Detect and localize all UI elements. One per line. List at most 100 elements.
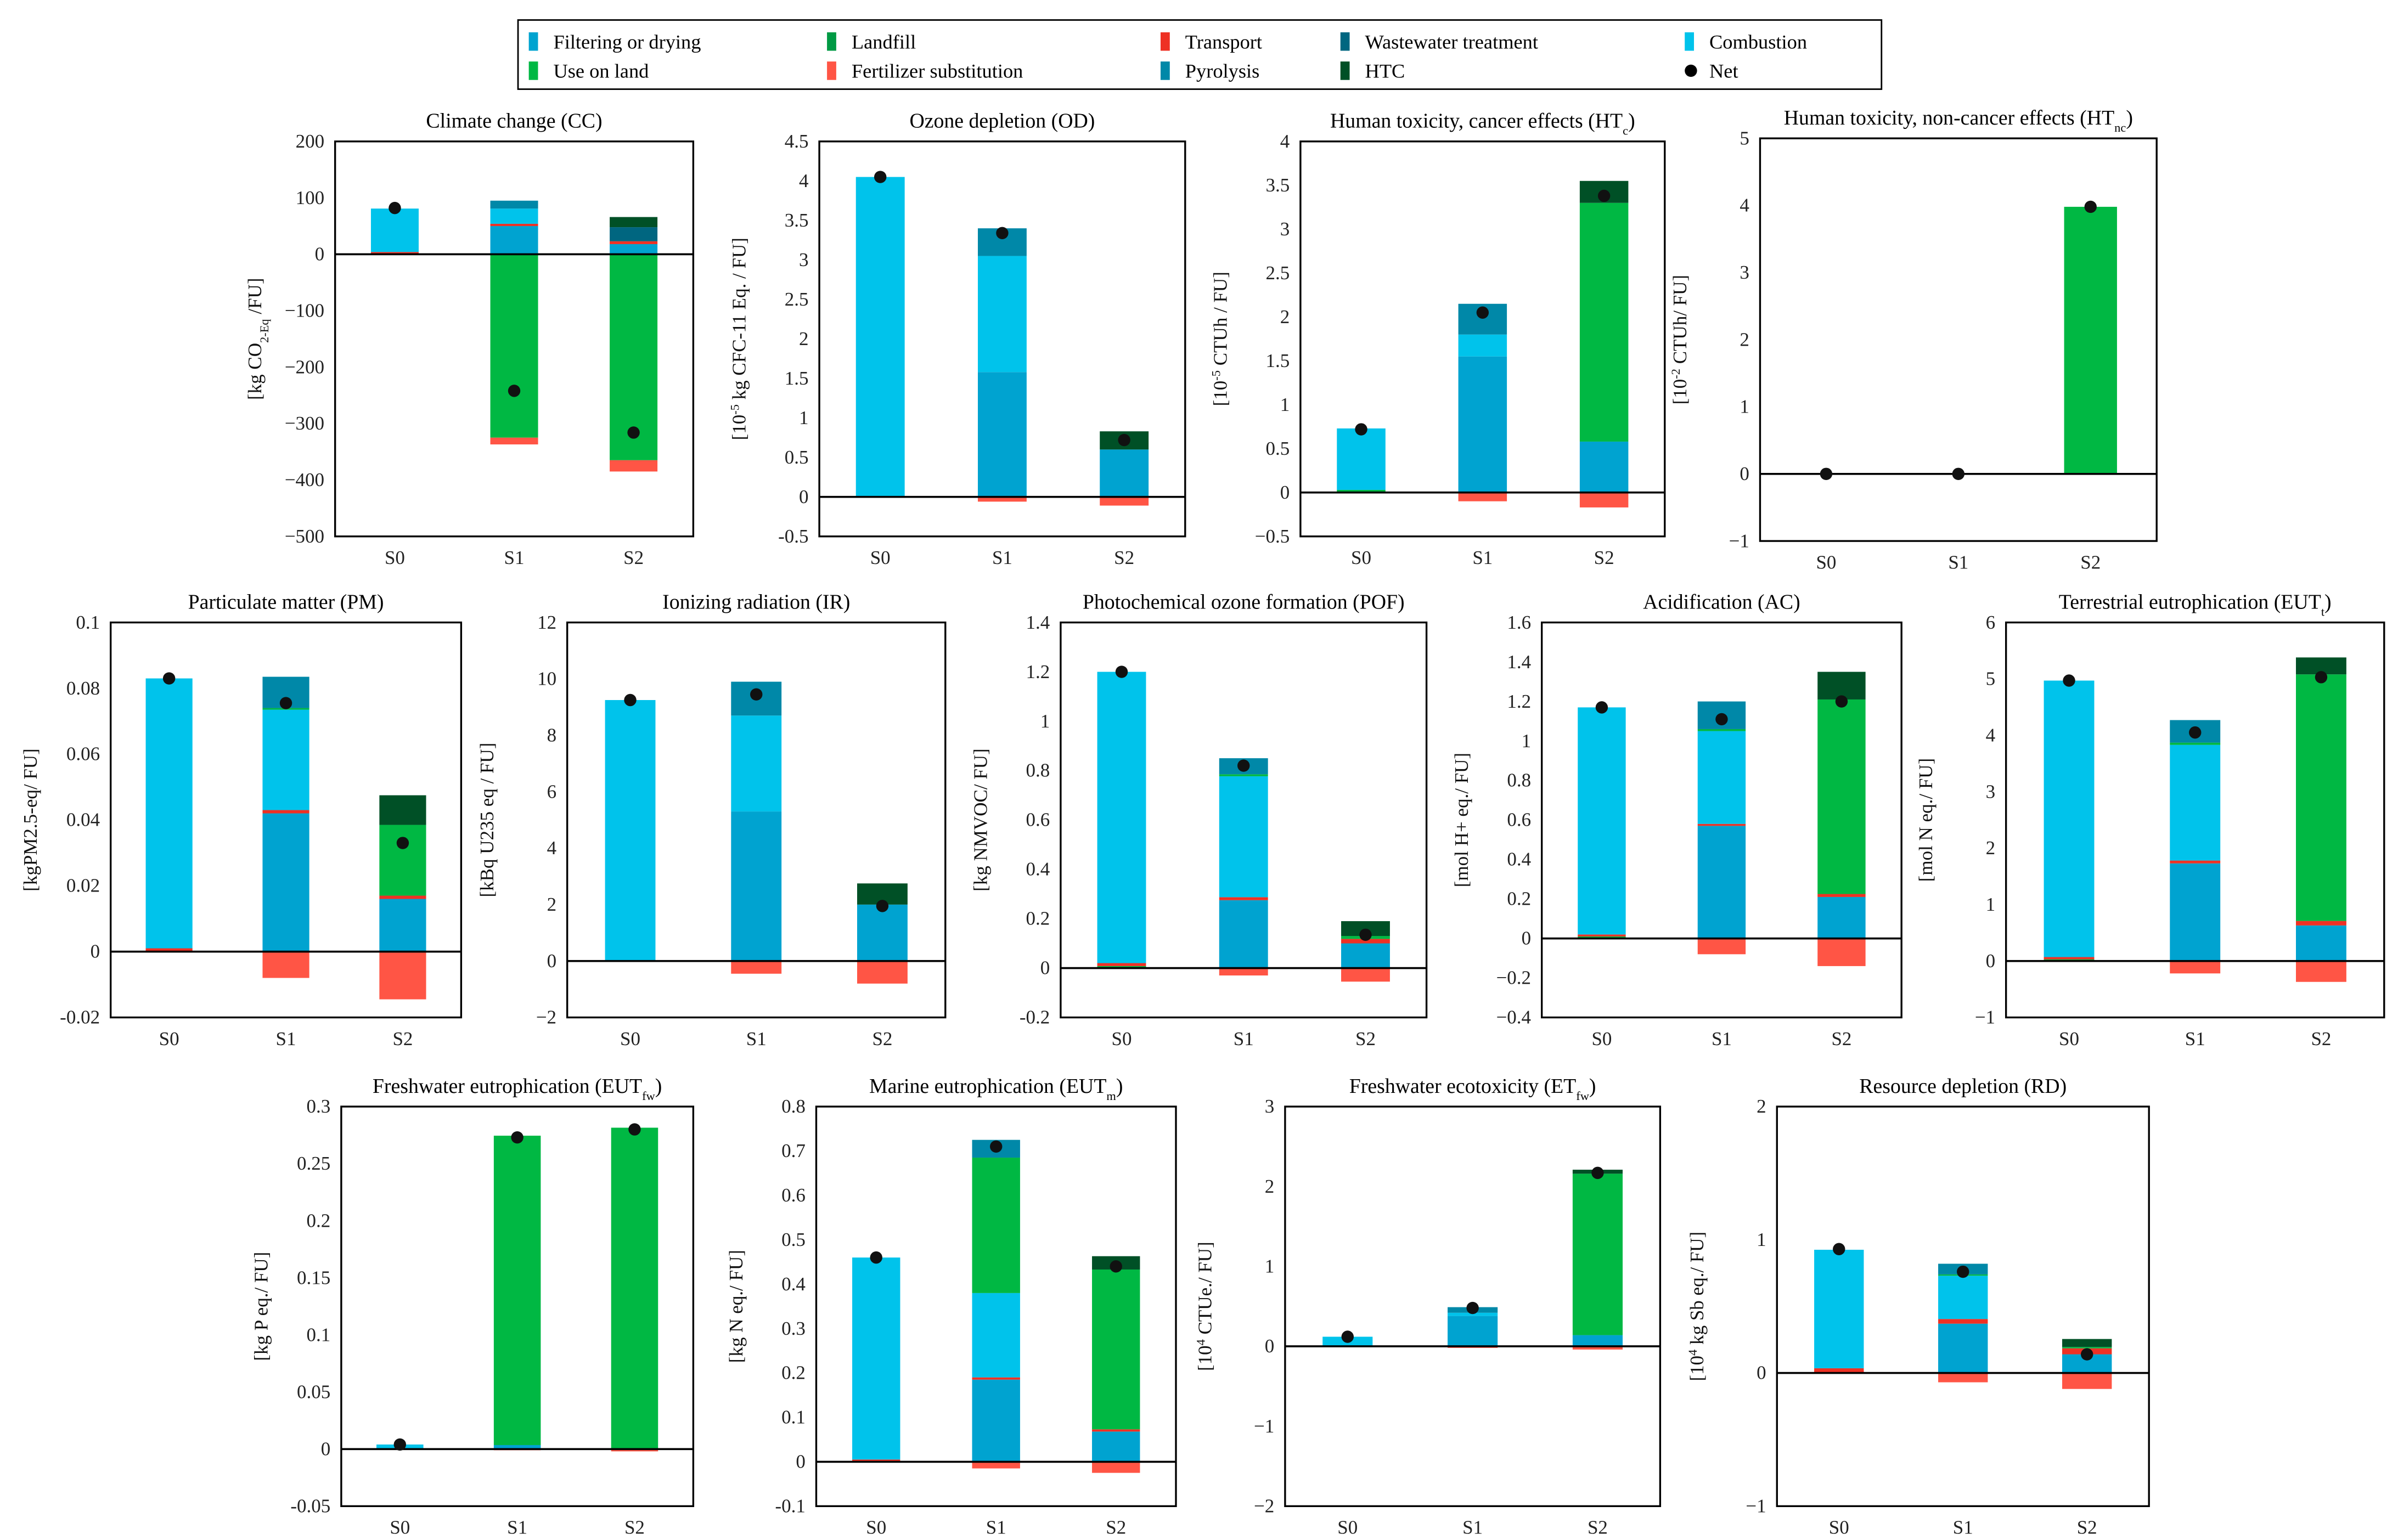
y-tick-label: 0	[1280, 482, 1290, 503]
y-tick-label: −0.4	[1496, 1007, 1532, 1028]
net-value-dot	[2081, 1348, 2093, 1361]
y-tick-label: 0.05	[297, 1381, 330, 1402]
bar-segment-use-on-land	[2295, 674, 2346, 921]
bar-segment-fertilizer-substitution	[1100, 497, 1149, 506]
y-tick-label: 0.4	[781, 1273, 806, 1295]
bar-segment-fertilizer-substitution	[611, 1449, 658, 1452]
bar-segment-use-on-land	[610, 254, 658, 460]
net-value-dot	[1952, 467, 1965, 480]
x-tick-label: S0	[866, 1517, 886, 1538]
y-tick-label: 0.2	[1507, 888, 1531, 910]
title-text: Resource depletion (RD)	[1859, 1075, 2067, 1098]
legend-swatch-icon	[1340, 61, 1350, 80]
bar-segment-fertilizer-substitution	[1572, 1346, 1623, 1350]
y-tick-label: 0.5	[781, 1229, 806, 1250]
legend-label: Use on land	[553, 60, 649, 82]
bar-segment-combustion	[1938, 1276, 1988, 1319]
bar-segment-filtering-or-drying	[857, 904, 908, 961]
bar-segment-transport	[1341, 939, 1390, 944]
y-tick-label: 2	[1280, 306, 1290, 328]
bar-segment-transport	[1092, 1429, 1140, 1432]
y-tick-label: 0.6	[781, 1184, 806, 1206]
bar-segment-combustion	[1448, 1312, 1498, 1316]
title-text: )	[655, 1075, 662, 1098]
chart-6: Photochemical ozone formation (POF) 1.4 1.…	[970, 590, 1428, 1050]
y-tick-label: 0.3	[781, 1318, 806, 1339]
bar-segment-pyrolysis	[490, 200, 538, 209]
y-tick-label: −2	[536, 1007, 556, 1028]
ylabel-text: CTUh / FU]	[1209, 272, 1231, 370]
y-tick-label: 0.7	[781, 1140, 806, 1161]
y-tick-label: 1.6	[1507, 612, 1531, 633]
y-tick-label: 0	[1757, 1362, 1766, 1384]
bar-segment-fertilizer-substitution	[857, 961, 908, 984]
net-value-dot	[874, 171, 887, 183]
y-tick-label: 3	[1265, 1096, 1275, 1117]
y-tick-label: 1	[1740, 396, 1749, 418]
bar-segment-combustion	[2170, 744, 2221, 861]
chart-title: Freshwater eutrophication (EUTfw)	[373, 1075, 662, 1103]
y-tick-label: 10	[537, 668, 556, 690]
x-tick-label: S0	[1337, 1517, 1358, 1538]
y-tick-label: 1	[1986, 894, 1996, 915]
bar-segment-fertilizer-substitution	[1219, 968, 1268, 976]
ylabel-text: [kg N eq./ FU]	[725, 1250, 747, 1363]
bar-segment-use-on-land	[972, 1158, 1020, 1293]
y-axis-label: [kg N eq./ FU]	[725, 1250, 747, 1363]
x-tick-label: S0	[620, 1028, 640, 1050]
bar-segment-filtering-or-drying	[379, 899, 426, 952]
bar-segment-combustion	[490, 208, 538, 224]
y-tick-label: 2	[1986, 837, 1996, 859]
y-tick-label: 0	[547, 950, 557, 972]
bar-segment-fertilizer-substitution	[2295, 961, 2346, 982]
y-tick-label: 8	[547, 724, 557, 746]
chart-8: Terrestrial eutrophication (EUTt) 6 5 4 3 2 1 0…	[1915, 590, 2385, 1050]
bar-segment-use-on-land	[1697, 729, 1746, 731]
net-value-dot	[2063, 674, 2075, 687]
bar-segment-filtering-or-drying	[1100, 449, 1149, 497]
legend-label: Wastewater treatment	[1365, 31, 1538, 53]
bar-segment-combustion	[731, 715, 782, 812]
legend-swatch-icon	[528, 61, 538, 80]
x-tick-label: S2	[1588, 1517, 1608, 1538]
y-tick-label: 0.8	[781, 1096, 806, 1117]
y-tick-label: 0.5	[785, 447, 809, 468]
y-tick-label: 4	[1986, 724, 1996, 746]
bar-segment-combustion	[2044, 680, 2095, 957]
x-tick-label: S1	[507, 1517, 527, 1538]
x-tick-label: S2	[2080, 552, 2101, 573]
ylabel-text: [10	[1686, 1356, 1708, 1381]
bar-segment-transport	[370, 252, 419, 255]
bar-segment-transport	[852, 1459, 900, 1462]
y-tick-label: 2	[1740, 329, 1749, 350]
net-value-dot	[2315, 671, 2328, 684]
x-tick-label: S0	[1829, 1517, 1849, 1538]
bar-segment-transport	[610, 241, 658, 244]
title-text: )	[2126, 106, 2133, 129]
bar-segment-fertilizer-substitution	[972, 1462, 1020, 1469]
bar-segment-filtering-or-drying	[2170, 863, 2221, 961]
x-tick-label: S1	[986, 1517, 1006, 1538]
bar-segment-combustion	[1097, 672, 1146, 963]
net-value-dot	[750, 688, 763, 701]
bar-segment-filtering-or-drying	[1458, 356, 1507, 493]
subscript: fw	[642, 1088, 655, 1102]
chart-title: Climate change (CC)	[426, 110, 602, 133]
net-value-dot	[2189, 726, 2202, 739]
chart-2: Human toxicity, cancer effects (HTc) 4 3.5…	[1209, 110, 1666, 568]
y-tick-label: −300	[285, 413, 324, 434]
legend-label: Fertilizer substitution	[852, 60, 1023, 82]
bar-segment-fertilizer-substitution	[731, 961, 782, 974]
y-axis-label: [kg CO2-Eq /FU]	[244, 278, 271, 400]
y-tick-label: 2.5	[785, 289, 809, 310]
bar-segment-wastewater-treatment	[610, 227, 658, 241]
x-tick-label: S2	[392, 1028, 413, 1050]
y-tick-label: 0.15	[297, 1267, 330, 1288]
superscript: -5	[1209, 370, 1223, 381]
legend-swatch-icon	[528, 32, 538, 51]
legend: Filtering or drying Landfill Transport Wast…	[517, 19, 1883, 90]
title-text: )	[2324, 590, 2332, 613]
net-value-dot	[1118, 433, 1130, 447]
bar-segment-fertilizer-substitution	[1697, 938, 1746, 955]
x-tick-label: S1	[992, 547, 1012, 568]
